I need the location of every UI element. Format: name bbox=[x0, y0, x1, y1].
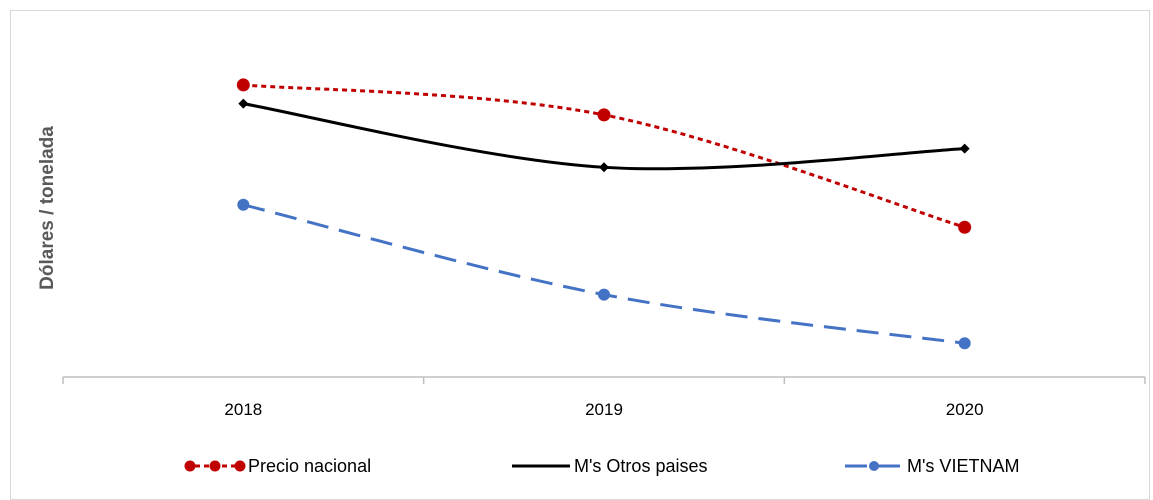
series-m-s-vietnam bbox=[237, 198, 971, 350]
x-tick-label-2019: 2019 bbox=[585, 400, 623, 419]
legend-swatch-marker-precio-nacional-2 bbox=[234, 460, 246, 472]
data-point-m-s-otros-paises-2020 bbox=[959, 143, 970, 154]
chart-frame: Dólares / tonelada 2018 2019 2020 Precio n… bbox=[10, 10, 1150, 500]
data-point-precio-nacional-2018 bbox=[236, 78, 250, 92]
data-point-m-s-otros-paises-2019 bbox=[599, 162, 609, 173]
data-point-m-s-vietnam-2018 bbox=[237, 198, 250, 211]
data-point-m-s-otros-paises-2018 bbox=[238, 98, 249, 109]
line-chart: Dólares / tonelada 2018 2019 2020 Precio n… bbox=[37, 78, 1146, 476]
data-point-precio-nacional-2020 bbox=[958, 220, 972, 234]
x-tick-label-2020: 2020 bbox=[946, 400, 984, 419]
legend-swatch-marker-precio-nacional-1 bbox=[209, 460, 221, 472]
legend-label-precio-nacional: Precio nacional bbox=[248, 456, 371, 476]
legend-label-m-s-vietnam: M's VIETNAM bbox=[907, 456, 1019, 476]
legend-swatch-marker-precio-nacional-0 bbox=[184, 460, 196, 472]
data-point-m-s-vietnam-2019 bbox=[598, 288, 610, 301]
chart-border bbox=[10, 10, 1150, 500]
legend: Precio nacional M's Otros paises M's VIETN… bbox=[184, 456, 1019, 476]
series-layer bbox=[236, 78, 972, 350]
data-point-precio-nacional-2019 bbox=[597, 108, 611, 122]
data-point-m-s-vietnam-2020 bbox=[958, 337, 971, 350]
series-precio-nacional bbox=[236, 78, 972, 234]
x-axis: 2018 2019 2020 bbox=[62, 376, 1146, 419]
legend-item-m-s-otros-paises: M's Otros paises bbox=[512, 456, 707, 476]
legend-item-m-s-vietnam: M's VIETNAM bbox=[845, 456, 1019, 476]
legend-label-m-s-otros-paises: M's Otros paises bbox=[574, 456, 707, 476]
y-axis-label: Dólares / tonelada bbox=[37, 126, 58, 290]
series-m-s-otros-paises bbox=[238, 98, 970, 173]
legend-swatch-marker-m-s-vietnam bbox=[869, 461, 879, 471]
legend-item-precio-nacional: Precio nacional bbox=[184, 456, 371, 476]
x-tick-label-2018: 2018 bbox=[224, 400, 262, 419]
